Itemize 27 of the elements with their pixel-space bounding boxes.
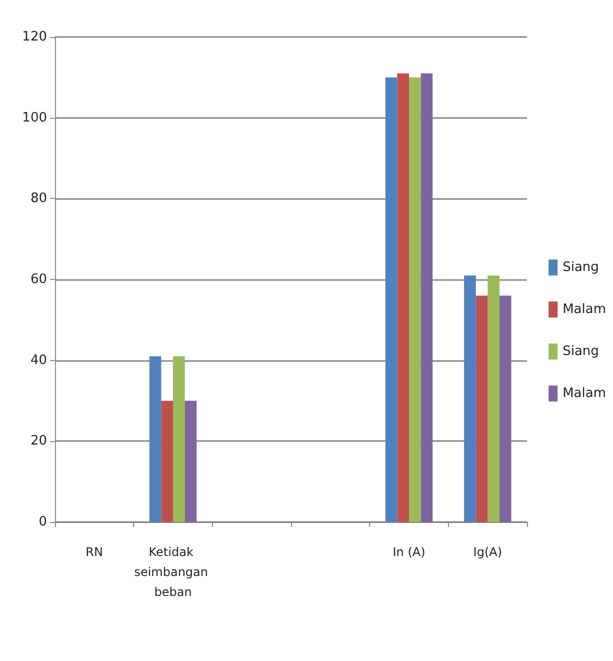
y-tick-label: 60 — [30, 272, 47, 287]
legend-label: Malam — [562, 386, 606, 401]
bar — [420, 73, 433, 522]
y-tick-label: 100 — [22, 110, 47, 126]
y-tick-label: 120 — [22, 30, 47, 44]
y-tick-label: 0 — [38, 514, 47, 530]
bar — [173, 356, 185, 522]
bar — [464, 275, 476, 522]
y-tick-label: 20 — [30, 434, 47, 449]
bar — [149, 356, 162, 522]
legend-label: Siang — [562, 260, 599, 275]
bar — [161, 400, 173, 522]
bar — [397, 73, 409, 522]
x-tick-label: RN — [86, 545, 103, 559]
legend-label: Siang — [562, 344, 599, 359]
bar — [499, 296, 512, 522]
bar — [385, 77, 398, 522]
bar — [409, 77, 421, 522]
bar — [476, 296, 488, 522]
x-tick-label: Ig(A) — [473, 545, 502, 559]
x-tick-label: Ketidak seimbangan beban — [134, 545, 212, 599]
x-tick-label: In (A) — [392, 545, 426, 559]
bar — [488, 275, 500, 522]
legend-label: Malam — [562, 302, 606, 317]
y-tick-label: 40 — [30, 352, 47, 368]
bar — [184, 400, 197, 522]
y-tick-label: 80 — [30, 191, 47, 206]
